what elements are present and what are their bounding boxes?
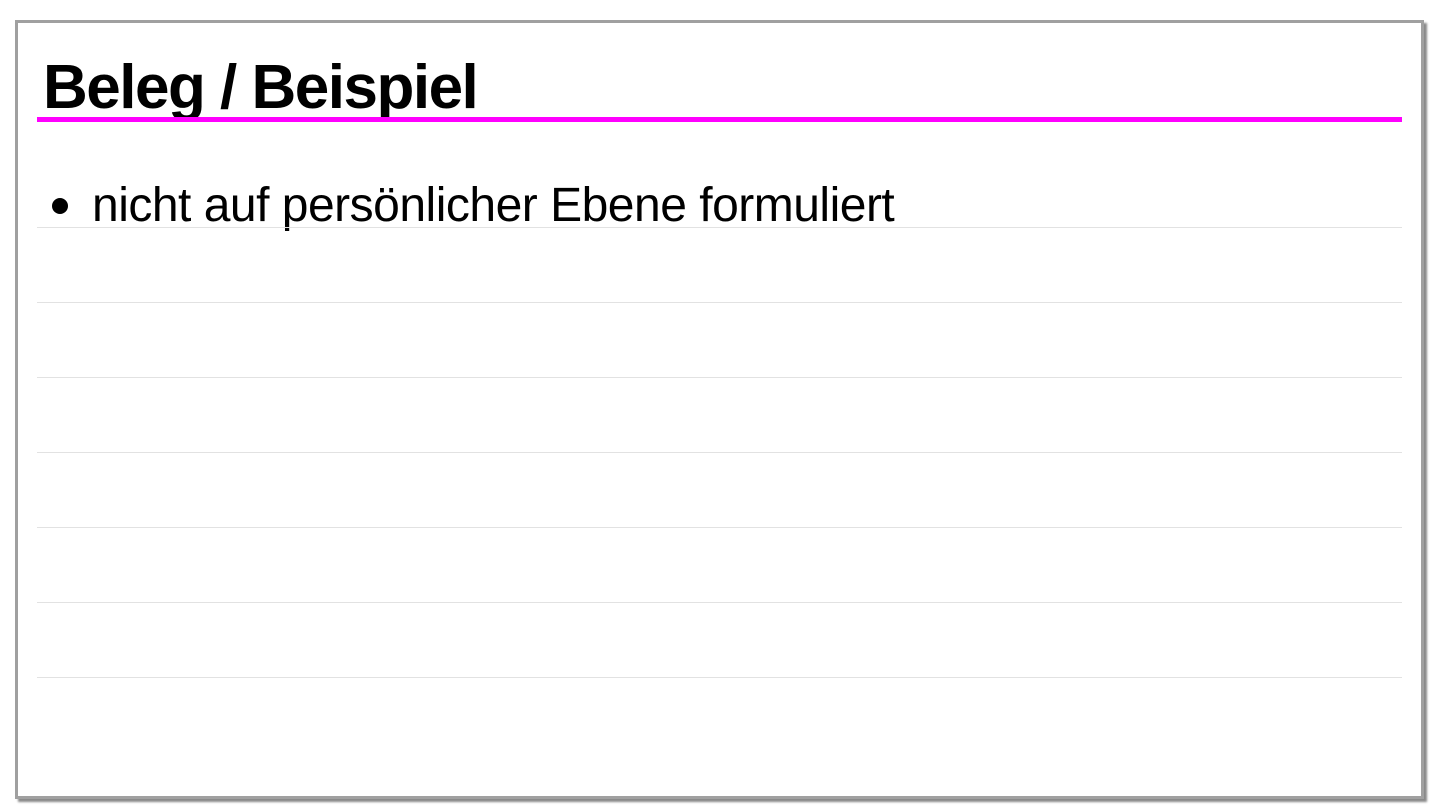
bullet-item: nicht auf persönlicher Ebene formuliert	[52, 176, 895, 236]
bullet-text: nicht auf persönlicher Ebene formuliert	[92, 179, 895, 232]
ruled-line	[37, 527, 1402, 528]
ruled-line	[37, 452, 1402, 453]
title-underline	[37, 117, 1402, 122]
ruled-line	[37, 227, 1402, 228]
ruled-line	[37, 377, 1402, 378]
slide-card	[15, 20, 1424, 799]
ruled-line	[37, 302, 1402, 303]
bullet-icon	[52, 198, 68, 214]
slide-title: Beleg / Beispiel	[43, 53, 479, 122]
ruled-line	[37, 602, 1402, 603]
ruled-line	[37, 677, 1402, 678]
